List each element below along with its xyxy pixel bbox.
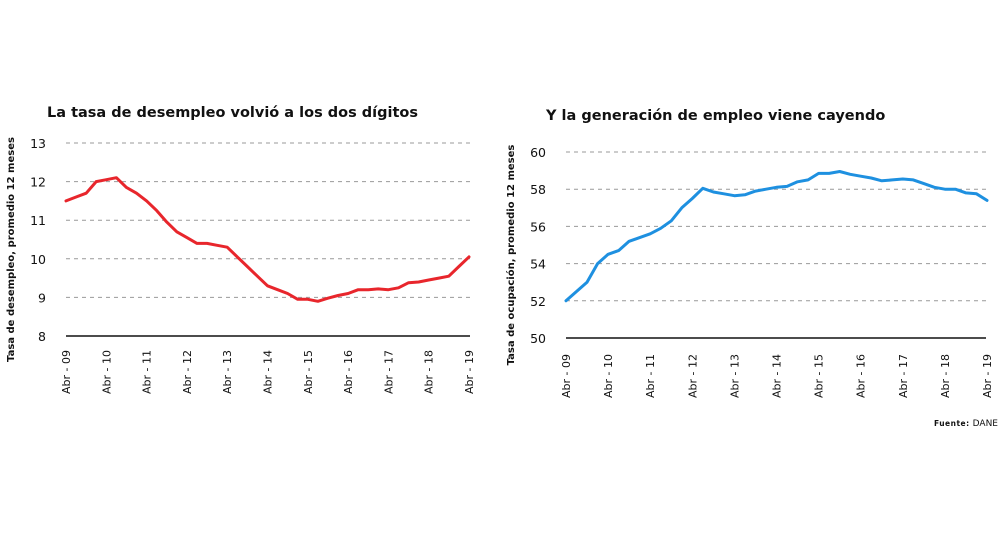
source-label: Fuente: — [934, 419, 970, 428]
series-line — [66, 178, 469, 302]
y-tick-label: 10 — [30, 252, 46, 267]
chart-title: Y la generación de empleo viene cayendo — [545, 108, 885, 124]
y-tick-label: 8 — [38, 329, 46, 344]
x-tick-label: Abr - 09 — [560, 354, 573, 398]
y-tick-label: 54 — [530, 257, 546, 272]
x-tick-label: Abr - 14 — [262, 350, 275, 394]
y-tick-label: 12 — [30, 175, 46, 190]
y-tick-label: 52 — [530, 294, 546, 309]
x-tick-label: Abr - 19 — [463, 350, 476, 394]
y-axis-label: Tasa de desempleo, promedio 12 meses — [6, 137, 17, 362]
x-tick-label: Abr - 13 — [221, 350, 234, 394]
employment-chart: Y la generación de empleo viene cayendo T… — [505, 108, 994, 398]
x-tick-label: Abr - 18 — [423, 350, 436, 394]
x-tick-label: Abr - 10 — [100, 350, 113, 394]
y-tick-label: 50 — [530, 331, 546, 346]
x-tick-label: Abr - 15 — [813, 354, 826, 398]
x-tick-label: Abr - 17 — [382, 350, 395, 394]
source-value: DANE — [973, 419, 999, 429]
x-tick-label: Abr - 16 — [342, 350, 355, 394]
y-tick-label: 9 — [38, 290, 46, 305]
y-tick-label: 11 — [30, 213, 46, 228]
series-line — [566, 172, 987, 301]
y-tick-label: 13 — [30, 136, 46, 151]
unemployment-chart: La tasa de desempleo volvió a los dos dí… — [6, 105, 476, 394]
y-tick-label: 58 — [530, 182, 546, 197]
x-tick-label: Abr - 14 — [771, 354, 784, 398]
x-tick-label: Abr - 17 — [897, 354, 910, 398]
x-tick-label: Abr - 09 — [60, 350, 73, 394]
x-tick-label: Abr - 16 — [855, 354, 868, 398]
x-tick-label: Abr - 19 — [981, 354, 994, 398]
source-note: Fuente:DANE — [934, 419, 998, 429]
x-tick-label: Abr - 12 — [181, 350, 194, 394]
x-tick-label: Abr - 13 — [728, 354, 741, 398]
chart-title: La tasa de desempleo volvió a los dos dí… — [47, 105, 418, 121]
x-tick-label: Abr - 10 — [602, 354, 615, 398]
x-tick-label: Abr - 12 — [686, 354, 699, 398]
y-tick-label: 56 — [530, 219, 546, 234]
x-tick-label: Abr - 15 — [302, 350, 315, 394]
y-tick-label: 60 — [530, 145, 546, 160]
x-tick-label: Abr - 18 — [939, 354, 952, 398]
x-tick-label: Abr - 11 — [644, 354, 657, 398]
x-tick-label: Abr - 11 — [141, 350, 154, 394]
y-axis-label: Tasa de ocupación, promedio 12 meses — [505, 145, 517, 366]
